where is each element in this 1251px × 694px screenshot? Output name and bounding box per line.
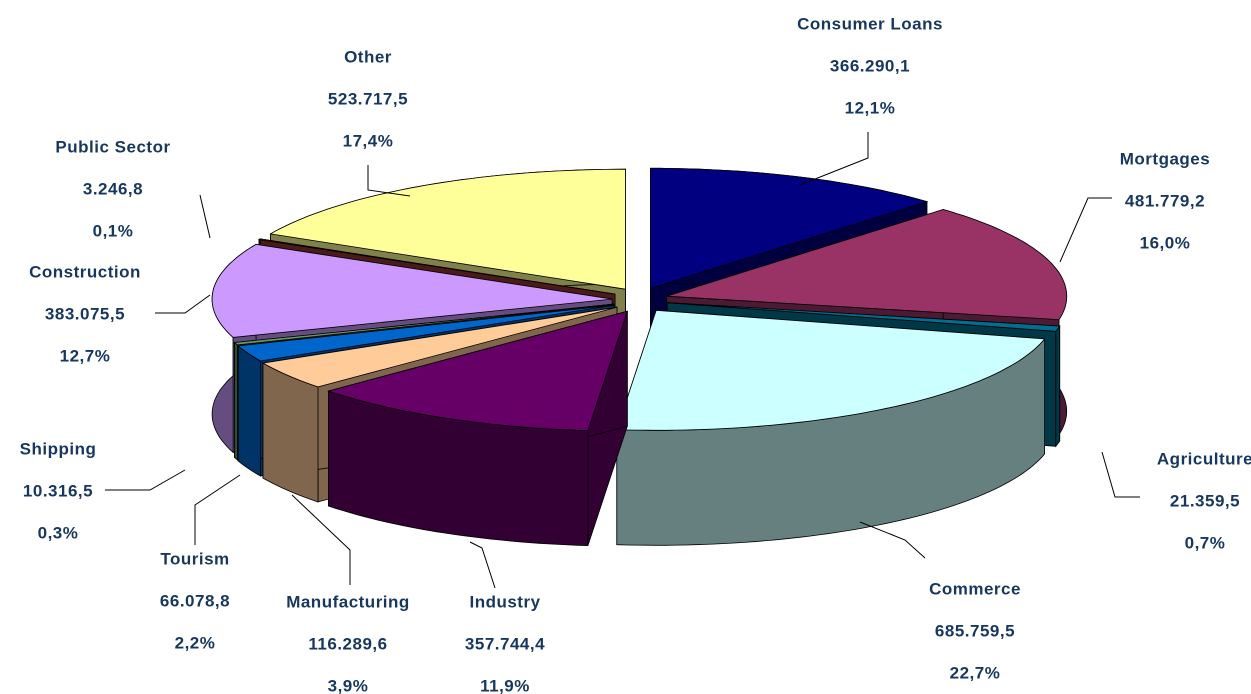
slice [261,306,618,388]
percentage-label: 22,7% [950,663,1001,682]
slice [667,302,1061,332]
value-label: 481.779,2 [1125,191,1205,210]
value-label: 10.316,5 [23,481,93,500]
percentage-label: 12,7% [60,346,111,365]
percentage-label: 3,9% [328,676,369,694]
value-label: 383.075,5 [45,304,125,323]
label-name: Public Sector [55,137,170,156]
value-label: 3.246,8 [83,179,143,198]
slice-side [234,341,238,461]
label-name: Agriculture [1157,449,1251,468]
leader-line [194,474,241,545]
leader-line [1059,197,1112,263]
percentage-label: 11,9% [480,676,530,694]
slice-side [237,345,261,477]
percentage-label: 0,7% [1185,533,1226,552]
slice [616,309,1046,431]
label-name: Commerce [929,579,1021,598]
slice [650,167,929,289]
leader-line [859,521,926,559]
slice [257,238,616,295]
slice [327,310,628,432]
label-name: Manufacturing [286,592,410,611]
percentage-label: 2,2% [175,633,216,652]
leader-line [799,132,869,186]
value-label: 116.289,6 [308,634,387,653]
label-name: Industry [469,592,540,611]
value-label: 366.290,1 [830,56,910,75]
percentage-label: 12,1% [845,98,896,117]
label-name: Construction [29,262,141,281]
leader-line [1101,451,1140,498]
leader-line [291,494,351,585]
label-name: Consumer Loans [797,14,943,33]
percentage-label: 0,1% [93,221,134,240]
leader-line [469,541,496,589]
percentage-label: 17,4% [343,131,394,150]
slice [211,243,613,338]
label-name: Other [344,47,392,66]
slice [269,168,626,290]
label-name: Shipping [20,439,97,458]
slice [666,209,1068,321]
leader-line [367,165,411,197]
value-label: 357.744,4 [465,634,545,653]
value-label: 685.759,5 [935,621,1015,640]
slice [233,303,614,346]
value-label: 523.717,5 [328,89,408,108]
value-label: 21.359,5 [1170,491,1240,510]
slice-side [1055,324,1061,448]
leader-line [199,194,211,239]
value-label: 66.078,8 [160,591,230,610]
percentage-label: 16,0% [1140,233,1191,252]
label-name: Mortgages [1120,149,1210,168]
leader-line [155,294,211,314]
leader-line [105,469,186,491]
label-name: Tourism [160,549,229,568]
percentage-label: 0,3% [38,523,79,542]
slice [237,304,615,362]
